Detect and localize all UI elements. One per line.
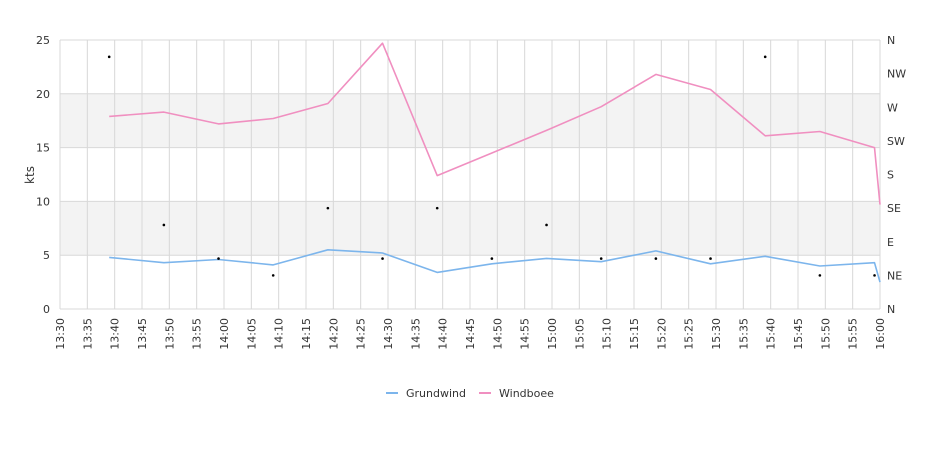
direction-point: [490, 257, 494, 260]
x-tick-label: 15:25: [683, 318, 696, 350]
x-tick-label: 15:20: [655, 318, 668, 350]
direction-point: [326, 206, 330, 210]
direction-tick-label: SE: [887, 202, 901, 215]
direction-tick-label: E: [887, 236, 894, 249]
direction-point: [435, 206, 439, 210]
x-tick-label: 14:05: [245, 318, 258, 350]
x-tick-label: 15:10: [601, 318, 614, 350]
series-line-grundwind: [109, 249, 881, 283]
direction-tick-label: NE: [887, 269, 902, 282]
y-axis-title: kts: [23, 166, 37, 184]
direction-tick-label: SW: [887, 135, 905, 148]
direction-point: [545, 223, 548, 227]
direction-point: [709, 257, 712, 260]
direction-point: [271, 274, 275, 277]
direction-tick-label: N: [887, 303, 895, 316]
direction-tick-label: NW: [887, 68, 906, 81]
x-tick-label: 15:30: [710, 318, 723, 350]
x-tick-label: 15:55: [847, 318, 860, 350]
x-tick-label: 13:45: [136, 318, 149, 350]
x-tick-label: 14:00: [218, 318, 231, 350]
x-tick-label: 14:50: [491, 318, 504, 350]
direction-point: [873, 274, 876, 277]
x-tick-label: 15:45: [792, 318, 805, 350]
x-tick-label: 13:30: [54, 318, 67, 350]
x-tick-label: 14:45: [464, 318, 477, 350]
legend-label: Grundwind: [406, 387, 466, 400]
x-tick-label: 16:00: [874, 318, 887, 350]
x-tick-label: 13:40: [109, 318, 122, 350]
direction-points: [107, 55, 876, 277]
legend-label: Windboee: [499, 387, 554, 400]
x-tick-label: 14:25: [355, 318, 368, 350]
legend-item-grundwind[interactable]: Grundwind: [386, 387, 466, 400]
x-tick-label: 13:35: [81, 318, 94, 350]
x-tick-label: 13:50: [163, 318, 176, 350]
x-tick-label: 14:30: [382, 318, 395, 350]
series-line-windboee: [109, 42, 881, 205]
direction-tick-label: S: [887, 169, 894, 182]
direction-point: [763, 55, 767, 59]
y-tick-label: 20: [36, 88, 50, 101]
direction-point: [818, 274, 822, 277]
x-tick-label: 14:15: [300, 318, 313, 350]
y-axis-labels: 0 5 10 15 20 25: [36, 34, 50, 316]
x-tick-label: 15:05: [573, 318, 586, 350]
y-tick-label: 15: [36, 142, 50, 155]
x-tick-label: 14:35: [409, 318, 422, 350]
legend[interactable]: Grundwind Windboee: [386, 387, 554, 400]
y-tick-label: 5: [43, 249, 50, 262]
grid-lines: [59, 39, 881, 310]
y-tick-label: 0: [43, 303, 50, 316]
series-lines: [109, 42, 881, 283]
x-tick-label: 14:20: [327, 318, 340, 350]
direction-point: [654, 257, 658, 260]
x-tick-label: 15:40: [765, 318, 778, 350]
direction-point: [107, 55, 111, 59]
x-tick-label: 14:40: [437, 318, 450, 350]
x-tick-label: 14:55: [519, 318, 532, 350]
x-axis-labels: 13:30 13:35 13:40 13:45 13:50 13:55 14:00 14:05…: [54, 318, 887, 350]
x-tick-label: 14:10: [273, 318, 286, 350]
direction-point: [162, 223, 166, 227]
direction-point: [599, 257, 603, 260]
x-tick-label: 15:35: [737, 318, 750, 350]
x-tick-label: 13:55: [191, 318, 204, 350]
x-tick-label: 15:50: [819, 318, 832, 350]
x-tick-label: 15:15: [628, 318, 641, 350]
x-tick-label: 15:00: [546, 318, 559, 350]
direction-point: [381, 257, 384, 260]
direction-axis-labels: N NE E SE S SW W NW N: [887, 34, 906, 316]
legend-item-windboee[interactable]: Windboee: [479, 387, 554, 400]
direction-tick-label: N: [887, 34, 895, 47]
direction-tick-label: W: [887, 101, 898, 114]
y-tick-label: 25: [36, 34, 50, 47]
y-tick-label: 10: [36, 195, 50, 208]
direction-point: [217, 257, 220, 260]
